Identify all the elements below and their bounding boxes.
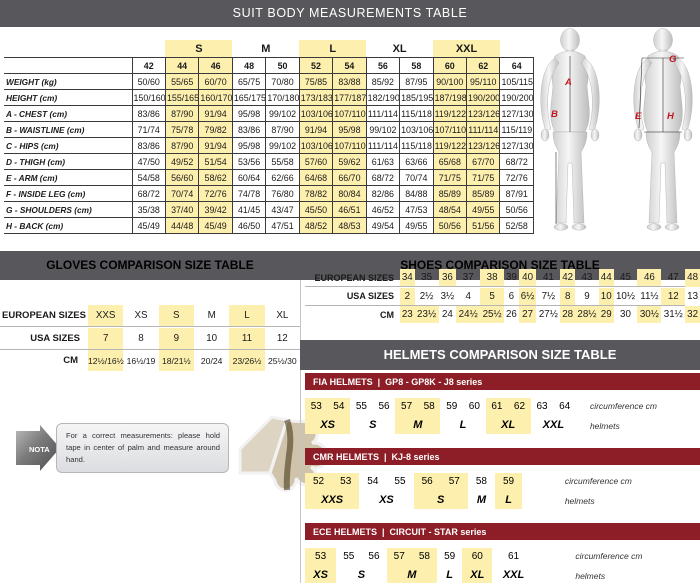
svg-text:H: H xyxy=(667,111,675,122)
svg-text:B: B xyxy=(551,109,558,120)
svg-text:A: A xyxy=(564,77,572,88)
svg-text:NOTA: NOTA xyxy=(29,445,50,454)
svg-text:G: G xyxy=(669,54,677,65)
svg-text:E: E xyxy=(635,111,642,122)
